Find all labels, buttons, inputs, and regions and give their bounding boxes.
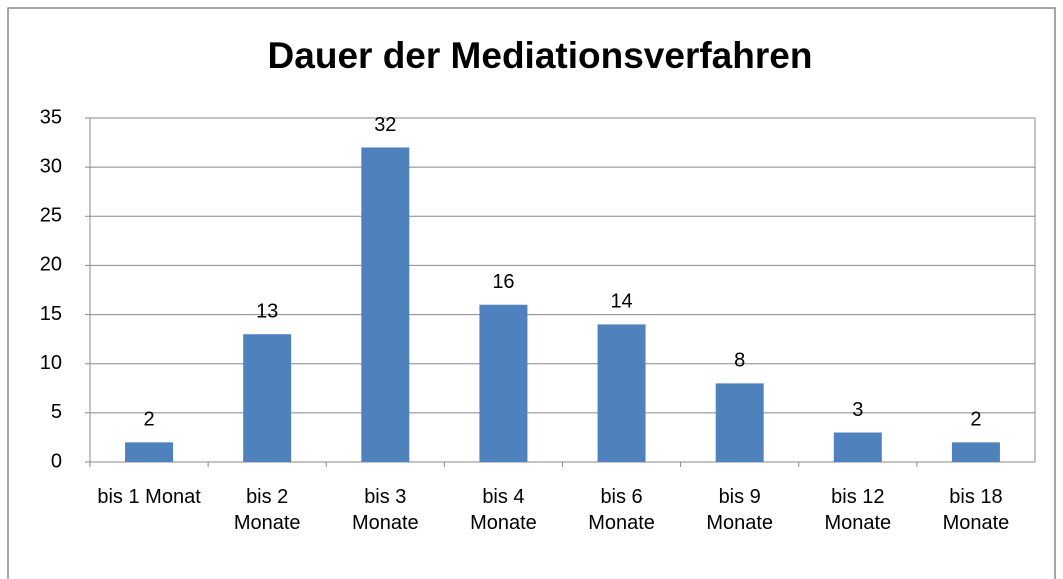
data-label: 16: [492, 271, 514, 293]
data-label: 14: [610, 291, 632, 313]
x-tick-label: bis 3 Monate: [351, 486, 419, 534]
y-tick-label: 0: [51, 450, 62, 472]
x-tick-label: bis 4 Monate: [470, 486, 537, 534]
y-tick-label: 20: [40, 254, 62, 276]
x-tick-label: bis 9 Monate: [706, 486, 774, 534]
data-label: 32: [374, 114, 396, 136]
data-label: 3: [852, 399, 863, 421]
y-tick-label: 35: [40, 106, 62, 128]
bar: [715, 383, 764, 462]
chart-frame: [7, 7, 1056, 579]
y-tick-label: 15: [40, 303, 62, 325]
bar: [243, 334, 292, 462]
data-label: 2: [970, 409, 981, 431]
x-tick-label: bis 12 Monate: [824, 486, 892, 534]
bar: [479, 304, 528, 462]
x-tick-label: bis 1 Monat: [97, 486, 201, 508]
bar: [597, 324, 646, 462]
bar: [833, 432, 882, 462]
y-tick-label: 10: [40, 352, 62, 374]
y-tick-label: 5: [51, 401, 62, 423]
x-tick-label: bis 6 Monate: [588, 486, 655, 534]
y-tick-label: 25: [40, 205, 62, 227]
x-tick-label: bis 2 Monate: [233, 486, 301, 534]
chart-title: Dauer der Mediationsverfahren: [268, 35, 813, 76]
data-label: 8: [734, 350, 745, 372]
data-label: 2: [144, 409, 155, 431]
data-label: 13: [256, 301, 278, 323]
x-tick-label: bis 18 Monate: [942, 486, 1010, 534]
bar: [125, 442, 174, 462]
y-tick-label: 30: [40, 155, 62, 177]
bar: [951, 442, 1000, 462]
bar: [361, 147, 410, 462]
